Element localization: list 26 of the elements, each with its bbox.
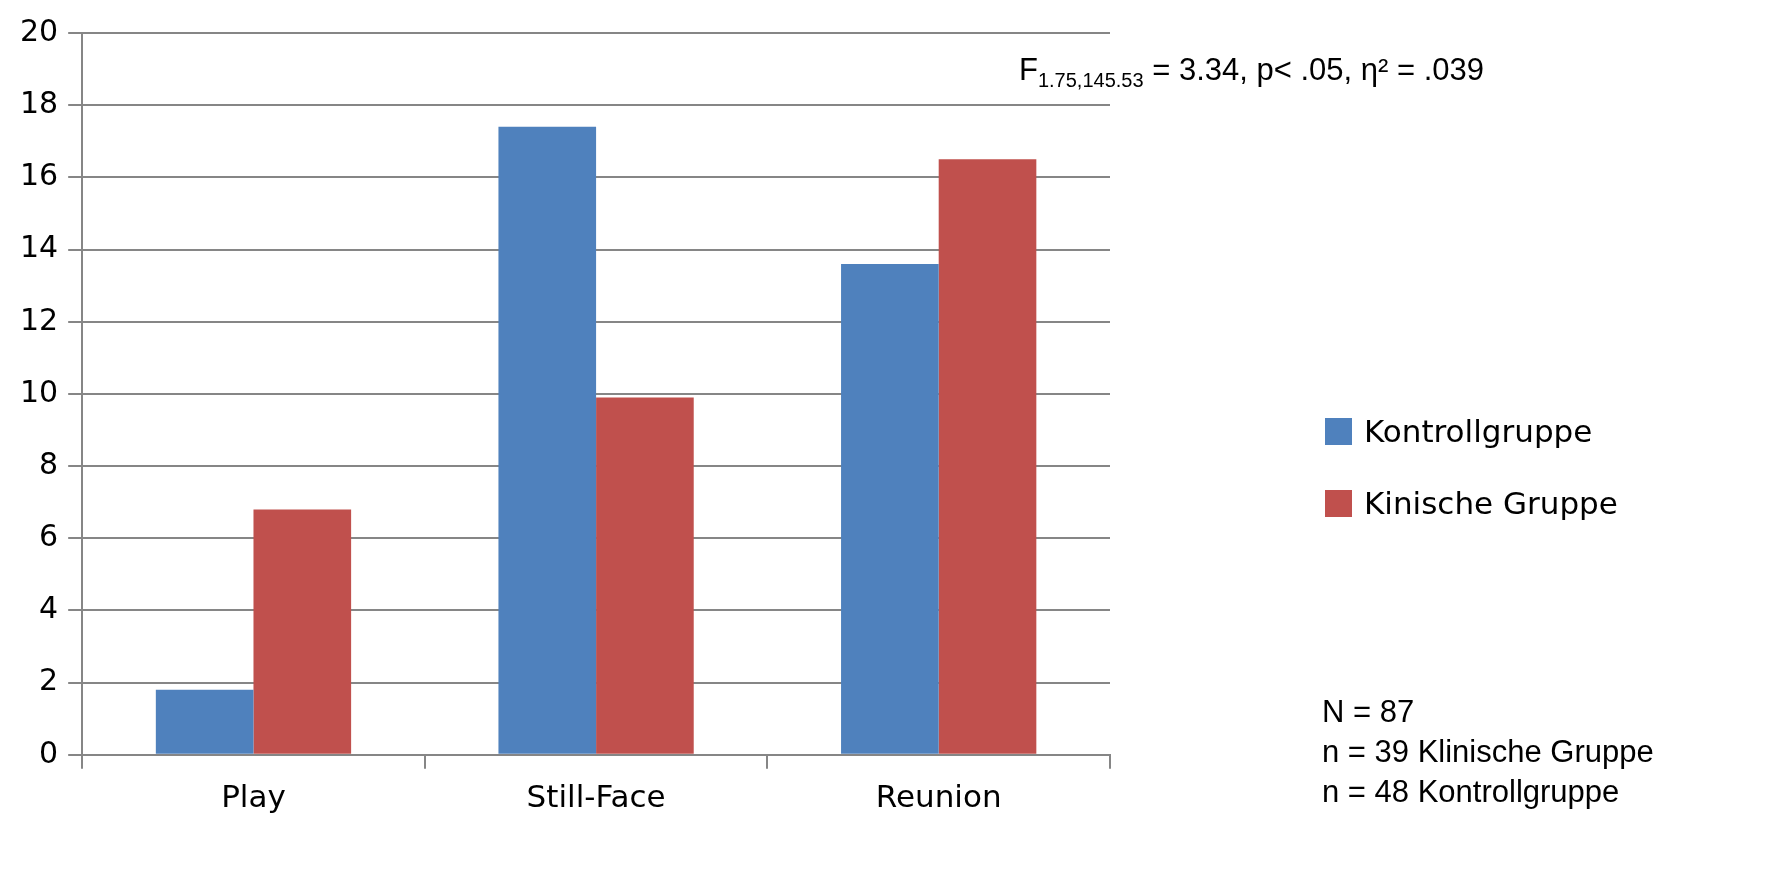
y-tick-label: 20	[19, 12, 59, 48]
x-tick-label: Still-Face	[526, 778, 666, 815]
y-tick-label: 10	[19, 373, 59, 409]
y-tick-label: 16	[19, 157, 59, 193]
bar	[938, 159, 1037, 754]
text: n = 48 Kontrollgruppe	[1322, 773, 1621, 811]
y-tick-label: 6	[39, 518, 59, 554]
text: N = 87	[1322, 693, 1416, 731]
text: n = 39 Klinische Gruppe	[1322, 733, 1654, 771]
bar	[498, 126, 597, 754]
y-tick-label: 14	[19, 229, 59, 265]
y-tick-label: 0	[39, 734, 59, 770]
legend-label: Kinische Gruppe	[1364, 485, 1618, 521]
x-tick-label: Reunion	[875, 778, 1002, 815]
y-tick-label: 18	[19, 84, 59, 120]
bar	[596, 397, 694, 754]
x-tick-label: Play	[221, 778, 286, 815]
y-tick-label: 12	[19, 301, 59, 337]
y-tick-label: 2	[39, 662, 59, 698]
bar	[841, 263, 939, 754]
legend-label: Kontrollgruppe	[1364, 413, 1593, 449]
y-tick-label: 4	[39, 590, 59, 626]
y-tick-label: 8	[39, 445, 59, 481]
bar	[155, 689, 254, 754]
bar	[253, 509, 352, 754]
annotation: F$_{1.75,145.53}$ = 3.34, p< .05, η² = .039	[1019, 52, 1484, 93]
